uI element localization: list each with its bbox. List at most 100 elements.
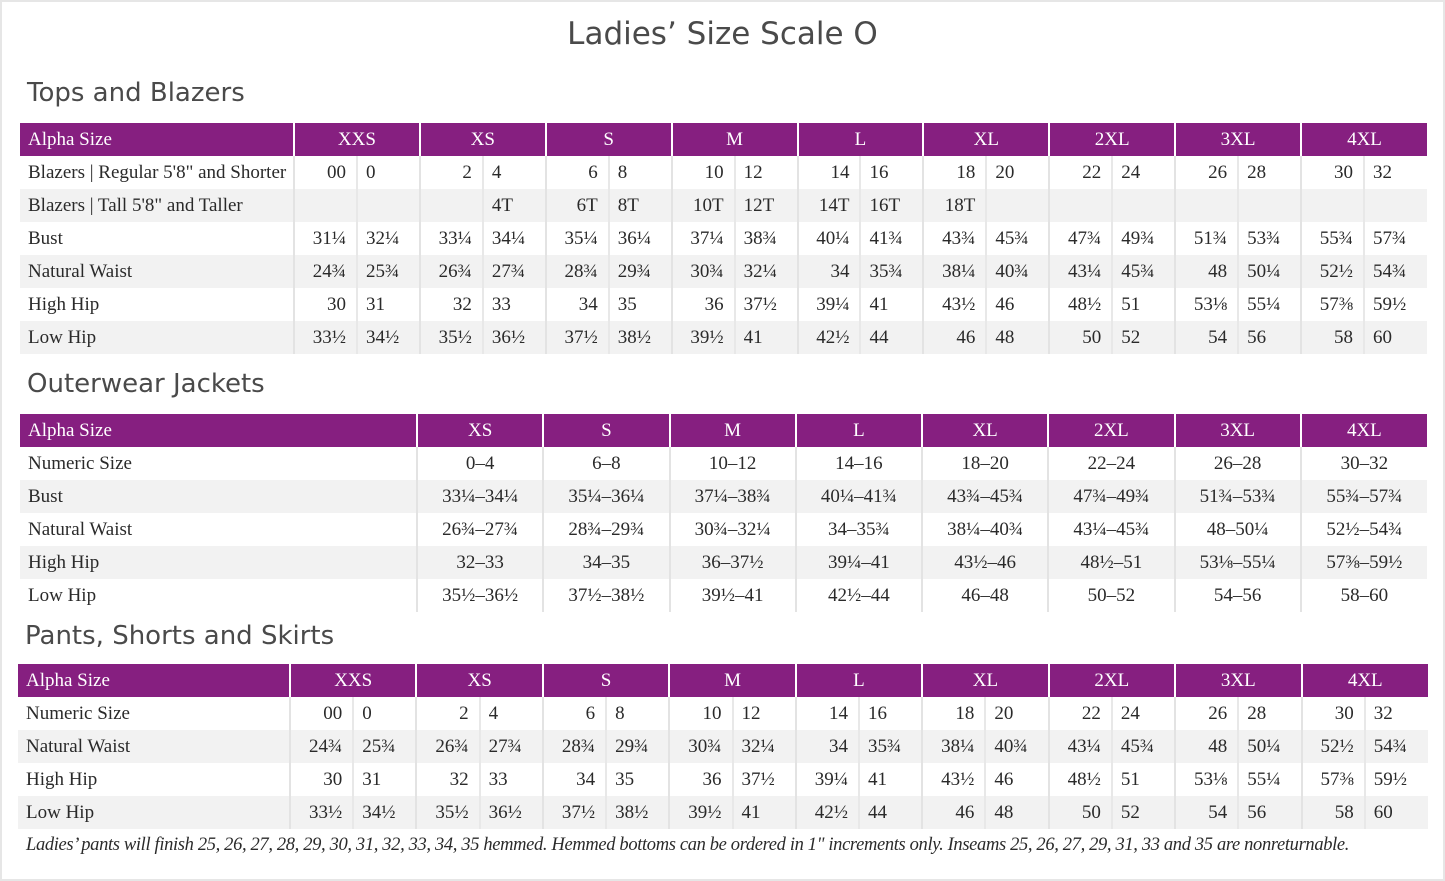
size-value: 14 [794, 697, 859, 730]
size-value: 34 [544, 288, 609, 321]
size-value: 46 [984, 763, 1049, 796]
size-value: 26¾–27¾ [415, 513, 544, 546]
size-value: 28¾–29¾ [542, 513, 670, 546]
size-value: 41 [733, 321, 798, 354]
size-header: XL [921, 664, 1049, 697]
size-header: 3XL [1174, 123, 1301, 156]
size-value [1237, 189, 1301, 222]
row-label: High Hip [20, 546, 417, 579]
size-value: 39¼ [796, 288, 861, 321]
size-value: 45¾ [985, 222, 1050, 255]
size-value: 18T [922, 189, 987, 222]
size-value: 32 [418, 288, 483, 321]
size-value: 37½ [731, 763, 796, 796]
size-value: 36½ [478, 796, 543, 829]
size-value: 10 [670, 156, 735, 189]
size-value: 50 [1048, 321, 1113, 354]
size-value: 37¼ [670, 222, 735, 255]
size-value: 31 [352, 763, 417, 796]
size-value: 12 [731, 697, 796, 730]
size-value: 00 [288, 697, 354, 730]
row-label: Bust [28, 227, 63, 249]
size-value: 34 [541, 763, 607, 796]
size-value: 8T [607, 189, 672, 222]
size-value: 4 [481, 156, 546, 189]
outerwear-size-table: Alpha Size XS S M L XL 2XL 3XL 4XL Numeric Size 0–… [20, 414, 1427, 612]
size-value: 42½ [796, 321, 861, 354]
size-value: 34¼ [481, 222, 546, 255]
size-header: 4XL [1300, 123, 1427, 156]
size-header: S [542, 414, 670, 447]
alpha-size-header: Alpha Size [20, 414, 417, 447]
size-value: 38¼ [922, 255, 987, 288]
size-value: 31¼ [293, 222, 357, 255]
size-value: 39¼–41 [794, 546, 922, 579]
header-row: Alpha Size XXS XS S M L XL 2XL 3XL 4XL [20, 123, 1427, 156]
size-header: XXS [293, 123, 420, 156]
size-value: 26¾ [415, 730, 480, 763]
size-value: 35¾ [859, 255, 924, 288]
size-value: 35¼ [544, 222, 609, 255]
size-value: 22 [1047, 697, 1112, 730]
header-row: Alpha Size XXS XS S M L XL 2XL 3XL 4XL [18, 664, 1428, 697]
size-value: 2 [418, 156, 483, 189]
size-value: 6–8 [542, 447, 670, 480]
size-value: 35½ [418, 321, 483, 354]
size-value: 34½ [355, 321, 420, 354]
size-value: 35½ [415, 796, 480, 829]
size-value: 0 [352, 697, 417, 730]
size-value: 25¾ [355, 255, 420, 288]
row-label: Blazers | Regular 5'8" and Shorter [28, 161, 287, 183]
size-value: 36¼ [607, 222, 672, 255]
size-value: 53⅛ [1174, 763, 1239, 796]
size-value: 57¾ [1362, 222, 1427, 255]
size-value: 35¾ [857, 730, 923, 763]
row-label: Natural Waist [28, 518, 133, 540]
row-label: Bust [20, 480, 417, 513]
size-header: 3XL [1174, 664, 1302, 697]
size-value: 41¾ [859, 222, 924, 255]
size-value: 35 [605, 763, 670, 796]
alpha-size-header: Alpha Size [20, 123, 294, 156]
size-value: 40¾ [985, 255, 1050, 288]
size-value: 39¼ [794, 763, 859, 796]
size-value: 30 [288, 763, 354, 796]
size-value: 50–52 [1047, 579, 1175, 612]
size-value: 30¾ [670, 255, 735, 288]
table-row: High Hip 30 31 32 33 34 35 36 37½ 39¼ 41 43½ 46 48½ 51… [18, 763, 1428, 796]
size-value [985, 189, 1050, 222]
size-value: 43¼ [1047, 730, 1112, 763]
size-value: 58–60 [1299, 579, 1427, 612]
header-row: Alpha Size XS S M L XL 2XL 3XL 4XL [20, 414, 1427, 447]
size-value: 46 [921, 796, 986, 829]
size-value [1362, 189, 1427, 222]
size-header: L [796, 123, 924, 156]
size-value: 43¼ [1048, 255, 1113, 288]
size-value [418, 189, 483, 222]
row-label: Numeric Size [26, 702, 130, 724]
table-row: Natural Waist 24¾ 25¾ 26¾ 27¾ 28¾ 29¾ 30¾ 32¼ 34 3… [20, 255, 1427, 288]
size-value: 54–56 [1173, 579, 1301, 612]
size-value: 28 [1237, 156, 1301, 189]
size-value: 53⅛–55¼ [1173, 546, 1301, 579]
size-value: 36 [670, 288, 735, 321]
size-value: 55¾ [1300, 222, 1364, 255]
size-value: 47¾ [1048, 222, 1113, 255]
size-value: 27¾ [481, 255, 546, 288]
size-value: 32 [415, 763, 480, 796]
size-value: 48½ [1048, 288, 1113, 321]
size-value: 43¾–45¾ [920, 480, 1049, 513]
size-value: 8 [607, 156, 672, 189]
table-row: Numeric Size 00 0 2 4 6 8 10 12 14 16 18 20 22 24 26 28 3… [18, 697, 1428, 730]
size-value: 32¼ [731, 730, 796, 763]
row-label: High Hip [28, 293, 100, 315]
size-value: 16 [857, 697, 923, 730]
size-value: 43½ [921, 763, 986, 796]
row-label: Numeric Size [28, 452, 132, 474]
size-value: 10T [670, 189, 735, 222]
size-value: 42½ [794, 796, 859, 829]
size-value: 50¼ [1237, 255, 1301, 288]
size-value [1174, 189, 1239, 222]
size-value: 35 [607, 288, 672, 321]
